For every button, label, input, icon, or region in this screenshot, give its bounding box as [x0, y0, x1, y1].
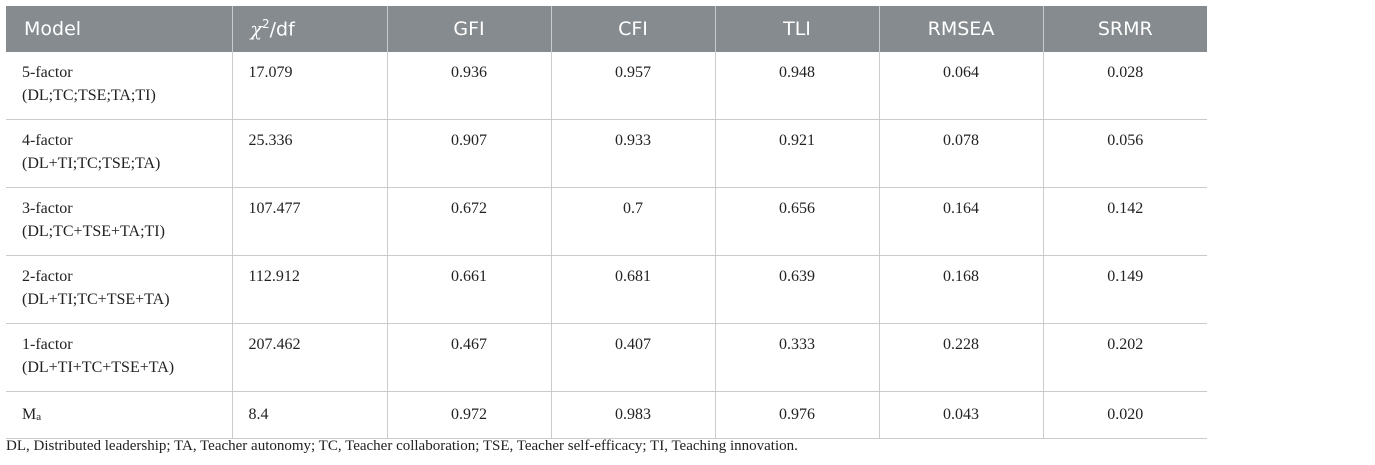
cfi-cell: 0.933	[550, 119, 715, 188]
model-cell: Ma	[6, 391, 232, 439]
header-srmr: SRMR	[1042, 6, 1207, 52]
header-model: Model	[6, 6, 232, 52]
cfi-cell: 0.7	[550, 187, 715, 256]
header-chi-square-df: χ2/df	[231, 6, 387, 52]
tli-cell: 0.656	[714, 187, 879, 256]
tli-cell: 0.639	[714, 255, 879, 324]
table-row: 2-factor (DL+TI;TC+TSE+TA) 112.912 0.661 …	[6, 255, 1370, 324]
table-row: 5-factor (DL;TC;TSE;TA;TI) 17.079 0.936 0…	[6, 52, 1370, 120]
model-cell: 1-factor (DL+TI+TC+TSE+TA)	[6, 323, 232, 392]
cfi-cell: 0.407	[550, 323, 715, 392]
chi-cell: 17.079	[231, 52, 387, 120]
chi-cell: 207.462	[231, 323, 387, 392]
header-cfi: CFI	[550, 6, 715, 52]
table-row: 3-factor (DL;TC+TSE+TA;TI) 107.477 0.672 …	[6, 187, 1370, 256]
header-gfi: GFI	[386, 6, 551, 52]
table-row: 1-factor (DL+TI+TC+TSE+TA) 207.462 0.467 …	[6, 323, 1370, 392]
rmsea-cell: 0.078	[878, 119, 1043, 188]
tli-cell: 0.948	[714, 52, 879, 120]
srmr-cell: 0.202	[1042, 323, 1207, 392]
srmr-cell: 0.142	[1042, 187, 1207, 256]
model-cell: 5-factor (DL;TC;TSE;TA;TI)	[6, 52, 232, 120]
rmsea-cell: 0.168	[878, 255, 1043, 324]
tli-cell: 0.921	[714, 119, 879, 188]
header-tli: TLI	[714, 6, 879, 52]
chi-cell: 112.912	[231, 255, 387, 324]
srmr-cell: 0.149	[1042, 255, 1207, 324]
srmr-cell: 0.056	[1042, 119, 1207, 188]
table-row-ma: Ma 8.4 0.972 0.983 0.976 0.043 0.020	[6, 391, 1370, 439]
chi-cell: 25.336	[231, 119, 387, 188]
gfi-cell: 0.467	[386, 323, 551, 392]
cfi-cell: 0.681	[550, 255, 715, 324]
gfi-cell: 0.936	[386, 52, 551, 120]
table-row: 4-factor (DL+TI;TC;TSE;TA) 25.336 0.907 0…	[6, 119, 1370, 188]
model-cell: 4-factor (DL+TI;TC;TSE;TA)	[6, 119, 232, 188]
fit-indices-table: Model χ2/df GFI CFI TLI RMSEA SRMR 5-fac…	[6, 6, 1370, 439]
cfi-cell: 0.957	[550, 52, 715, 120]
srmr-cell: 0.020	[1042, 391, 1207, 439]
model-cell: 3-factor (DL;TC+TSE+TA;TI)	[6, 187, 232, 256]
header-row: Model χ2/df GFI CFI TLI RMSEA SRMR	[6, 6, 1370, 52]
rmsea-cell: 0.164	[878, 187, 1043, 256]
chi-cell: 107.477	[231, 187, 387, 256]
rmsea-cell: 0.043	[878, 391, 1043, 439]
gfi-cell: 0.907	[386, 119, 551, 188]
header-rmsea: RMSEA	[878, 6, 1043, 52]
gfi-cell: 0.672	[386, 187, 551, 256]
cfi-cell: 0.983	[550, 391, 715, 439]
tli-cell: 0.976	[714, 391, 879, 439]
fit-indices-table-container: Model χ2/df GFI CFI TLI RMSEA SRMR 5-fac…	[6, 6, 1370, 439]
tli-cell: 0.333	[714, 323, 879, 392]
srmr-cell: 0.028	[1042, 52, 1207, 120]
rmsea-cell: 0.228	[878, 323, 1043, 392]
model-cell: 2-factor (DL+TI;TC+TSE+TA)	[6, 255, 232, 324]
table-footnote: DL, Distributed leadership; TA, Teacher …	[6, 438, 798, 454]
chi-cell: 8.4	[231, 391, 387, 439]
gfi-cell: 0.972	[386, 391, 551, 439]
gfi-cell: 0.661	[386, 255, 551, 324]
rmsea-cell: 0.064	[878, 52, 1043, 120]
